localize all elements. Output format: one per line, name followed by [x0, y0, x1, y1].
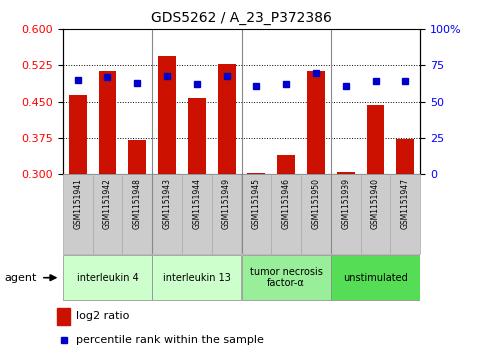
Bar	[128, 140, 146, 174]
Bar	[158, 56, 176, 174]
Text: GSM1151944: GSM1151944	[192, 178, 201, 229]
Bar	[361, 174, 390, 254]
Bar	[390, 174, 420, 254]
Text: GSM1151945: GSM1151945	[252, 178, 261, 229]
Text: GSM1151946: GSM1151946	[282, 178, 291, 229]
Text: GSM1151943: GSM1151943	[163, 178, 171, 229]
Bar	[57, 308, 70, 325]
Text: GSM1151941: GSM1151941	[73, 178, 82, 229]
Bar	[218, 64, 236, 174]
Bar	[367, 105, 384, 174]
Bar	[63, 255, 152, 300]
Bar	[152, 255, 242, 300]
Bar	[122, 174, 152, 254]
Bar	[247, 173, 265, 174]
Bar	[242, 174, 271, 254]
Bar	[188, 98, 206, 174]
Bar	[331, 255, 420, 300]
Bar	[93, 174, 122, 254]
Bar	[397, 139, 414, 174]
Bar	[337, 172, 355, 174]
Text: percentile rank within the sample: percentile rank within the sample	[76, 335, 264, 345]
Bar	[307, 71, 325, 174]
Text: GSM1151948: GSM1151948	[133, 178, 142, 229]
Bar	[182, 174, 212, 254]
Text: unstimulated: unstimulated	[343, 273, 408, 283]
Text: GSM1151949: GSM1151949	[222, 178, 231, 229]
Text: interleukin 13: interleukin 13	[163, 273, 231, 283]
Bar	[242, 255, 331, 300]
Text: GSM1151947: GSM1151947	[401, 178, 410, 229]
Text: GDS5262 / A_23_P372386: GDS5262 / A_23_P372386	[151, 11, 332, 25]
Bar	[69, 95, 86, 174]
Text: GSM1151940: GSM1151940	[371, 178, 380, 229]
Text: GSM1151939: GSM1151939	[341, 178, 350, 229]
Bar	[301, 174, 331, 254]
Text: tumor necrosis
factor-α: tumor necrosis factor-α	[250, 267, 323, 289]
Bar	[277, 155, 295, 174]
Bar	[271, 174, 301, 254]
Bar	[63, 174, 93, 254]
Bar	[99, 71, 116, 174]
Text: GSM1151942: GSM1151942	[103, 178, 112, 229]
Text: agent: agent	[5, 273, 37, 283]
Bar	[152, 174, 182, 254]
Text: GSM1151950: GSM1151950	[312, 178, 320, 229]
Bar	[212, 174, 242, 254]
Bar	[331, 174, 361, 254]
Text: log2 ratio: log2 ratio	[76, 311, 129, 321]
Text: interleukin 4: interleukin 4	[77, 273, 138, 283]
